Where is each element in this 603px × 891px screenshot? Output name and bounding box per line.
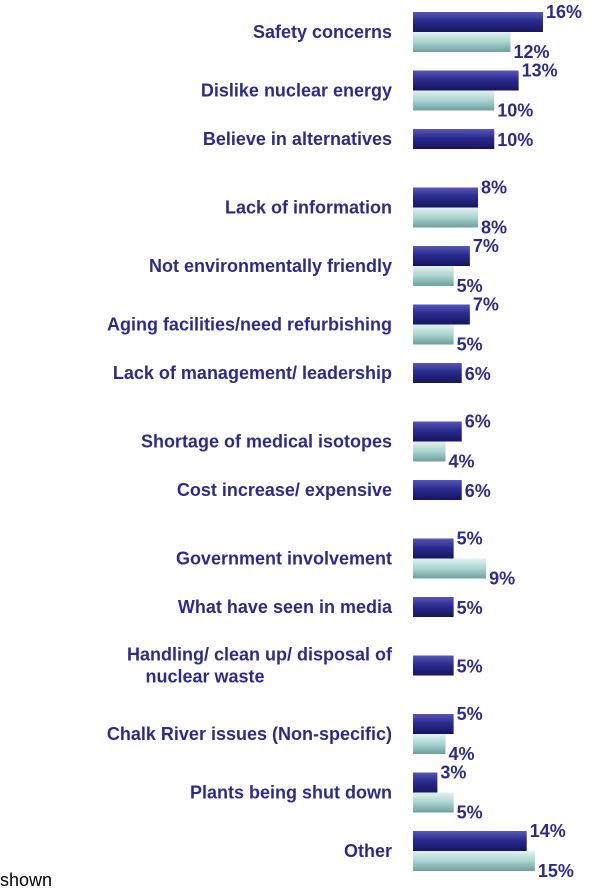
bar-series-2 xyxy=(413,734,446,754)
category-label: Not environmentally friendly xyxy=(149,256,392,276)
category-label: Lack of management/ leadership xyxy=(113,363,392,383)
category-label: Dislike nuclear energy xyxy=(201,81,392,101)
value-label-series-1: 16% xyxy=(546,2,582,22)
value-label-series-1: 7% xyxy=(473,295,499,315)
category-label: Handling/ clean up/ disposal of nuclear w… xyxy=(127,645,393,687)
value-label-series-1: 5% xyxy=(457,598,483,618)
value-label-series-1: 6% xyxy=(465,364,491,384)
bar-series-1 xyxy=(413,363,462,383)
value-label-series-2: 12% xyxy=(514,42,550,62)
bar-series-1 xyxy=(413,831,527,851)
value-label-series-2: 10% xyxy=(497,101,533,121)
footnote: shown xyxy=(0,870,53,890)
value-label-series-2: 9% xyxy=(489,569,515,589)
bar-series-2 xyxy=(413,792,454,813)
bar-series-2 xyxy=(413,441,446,462)
bar-series-1 xyxy=(413,187,478,208)
value-label-series-1: 8% xyxy=(481,178,507,198)
value-label-series-1: 5% xyxy=(457,657,483,677)
value-label-series-2: 5% xyxy=(457,276,483,296)
bar-series-2 xyxy=(413,558,487,579)
bar-series-2 xyxy=(413,207,478,228)
category-label: Lack of information xyxy=(225,198,392,218)
category-label: Believe in alternatives xyxy=(203,129,392,149)
value-label-series-1: 7% xyxy=(473,236,499,256)
category-label: Government involvement xyxy=(176,549,392,569)
value-label-series-1: 5% xyxy=(457,529,483,549)
bars xyxy=(413,12,543,871)
value-label-series-2: 4% xyxy=(449,744,475,764)
bar-series-2 xyxy=(413,90,495,111)
bar-series-1 xyxy=(413,421,462,442)
bar-series-1 xyxy=(413,480,462,500)
bar-series-1 xyxy=(413,246,470,266)
bar-series-1 xyxy=(413,655,454,676)
bar-series-1 xyxy=(413,714,454,734)
bar-series-2 xyxy=(413,266,454,286)
bar-series-2 xyxy=(413,851,535,871)
bar-series-1 xyxy=(413,129,495,149)
category-label: Chalk River issues (Non-specific) xyxy=(107,724,392,744)
value-label-series-2: 5% xyxy=(457,335,483,355)
value-label-series-2: 4% xyxy=(449,452,475,472)
bar-series-1 xyxy=(413,70,519,91)
value-label-series-1: 6% xyxy=(465,412,491,432)
value-label-series-2: 8% xyxy=(481,218,507,238)
bar-series-1 xyxy=(413,12,543,32)
value-labels: 16%12%13%10%10%8%8%7%5%7%5%6%6%4%6%5%9%5… xyxy=(440,2,582,881)
bar-series-1 xyxy=(413,772,438,793)
category-label: Cost increase/ expensive xyxy=(177,480,392,500)
value-label-series-1: 14% xyxy=(530,821,566,841)
value-label-series-1: 10% xyxy=(497,130,533,150)
category-label: Safety concerns xyxy=(253,22,392,42)
category-label: Shortage of medical isotopes xyxy=(141,432,392,452)
value-label-series-1: 13% xyxy=(522,61,558,81)
bar-series-1 xyxy=(413,597,454,617)
value-label-series-1: 6% xyxy=(465,481,491,501)
bar-series-1 xyxy=(413,304,470,325)
category-labels: Safety concerns Dislike nuclear energy Bel… xyxy=(107,22,393,861)
category-label: What have seen in media xyxy=(178,597,393,617)
bar-series-2 xyxy=(413,32,511,52)
category-label: Plants being shut down xyxy=(190,783,392,803)
value-label-series-1: 5% xyxy=(457,704,483,724)
bar-series-2 xyxy=(413,324,454,345)
category-label: Other xyxy=(344,841,392,861)
value-label-series-2: 15% xyxy=(538,861,574,881)
value-label-series-1: 3% xyxy=(440,763,466,783)
bar-series-1 xyxy=(413,538,454,559)
category-label: Aging facilities/need refurbishing xyxy=(107,315,392,335)
value-label-series-2: 5% xyxy=(457,803,483,823)
